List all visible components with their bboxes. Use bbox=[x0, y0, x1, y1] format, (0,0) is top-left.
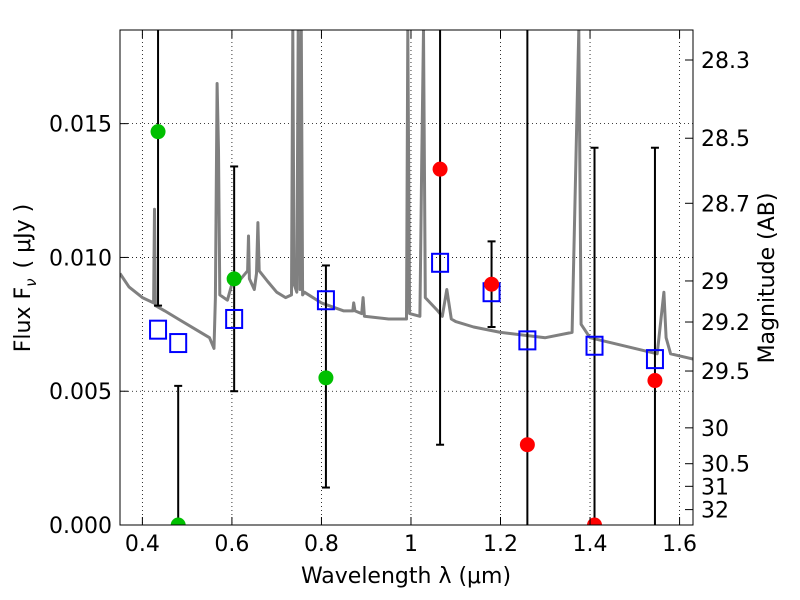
y2-tick-label: 28.5 bbox=[701, 127, 750, 152]
x-tick-label: 0.6 bbox=[214, 532, 249, 557]
green-detection-point bbox=[170, 517, 186, 525]
y-tick-label: 0.015 bbox=[49, 113, 112, 138]
y2-tick-label: 31 bbox=[701, 475, 729, 500]
green-detection-point bbox=[318, 370, 334, 386]
x-tick-label: 0.4 bbox=[125, 532, 160, 557]
red-detection-point bbox=[587, 517, 603, 525]
y-axis-label-unit: ( μJy ) bbox=[11, 204, 36, 269]
y2-tick-label: 28.3 bbox=[701, 49, 750, 74]
model-photometry-square bbox=[225, 308, 244, 329]
red-detection-point bbox=[484, 276, 500, 292]
model-photometry-square bbox=[316, 290, 335, 311]
x-tick-label: 1.2 bbox=[483, 532, 518, 557]
red-detection-point bbox=[647, 373, 663, 389]
red-detection-point bbox=[519, 437, 535, 453]
y-tick-label: 0.000 bbox=[49, 514, 112, 539]
green-detection-point bbox=[150, 124, 166, 140]
y2-tick-label: 29 bbox=[701, 270, 729, 295]
y2-tick-label: 30 bbox=[701, 417, 729, 442]
y-axis-label-main: Flux F bbox=[11, 287, 36, 352]
model-photometry-square bbox=[518, 330, 537, 351]
y2-tick-label: 29.5 bbox=[701, 360, 750, 385]
axes: 0.4 0.6 0.8 1 1.2 1.4 1.6 0.000 0.005 0.010 0.015 2… bbox=[49, 30, 750, 557]
x-tick-label: 1 bbox=[404, 532, 418, 557]
x-axis-label: Wavelength λ (μm) bbox=[301, 564, 511, 589]
plot-frame bbox=[119, 29, 694, 526]
y2-tick-label: 29.2 bbox=[701, 311, 750, 336]
y2-tick-label: 32 bbox=[701, 499, 729, 524]
model-photometry-square bbox=[169, 333, 188, 354]
model-spectrum-line bbox=[120, 30, 693, 361]
y2-tick-label: 30.5 bbox=[701, 453, 750, 478]
y-axis-label: Flux Fν ( μJy ) bbox=[11, 204, 40, 352]
y-axis-label-group: Flux Fν ( μJy ) bbox=[11, 204, 40, 352]
y-tick-label: 0.005 bbox=[49, 380, 112, 405]
y2-tick-label: 28.7 bbox=[701, 192, 750, 217]
model-photometry-square bbox=[149, 319, 168, 340]
plot-area bbox=[120, 30, 693, 525]
y2-axis-label-group: Magnitude (AB) bbox=[755, 193, 780, 364]
y2-axis-label: Magnitude (AB) bbox=[755, 193, 780, 364]
model-photometry-square bbox=[645, 349, 664, 370]
x-tick-label: 1.4 bbox=[573, 532, 608, 557]
x-tick-label: 0.8 bbox=[304, 532, 339, 557]
model-photometry-square bbox=[431, 252, 450, 273]
grid bbox=[120, 30, 693, 526]
y-tick-label: 0.010 bbox=[49, 246, 112, 271]
y-axis-label-sub: ν bbox=[22, 278, 40, 286]
x-tick-label: 1.6 bbox=[662, 532, 697, 557]
green-detection-point bbox=[226, 271, 242, 287]
model-photometry-square bbox=[585, 335, 604, 356]
red-detection-point bbox=[432, 161, 448, 177]
